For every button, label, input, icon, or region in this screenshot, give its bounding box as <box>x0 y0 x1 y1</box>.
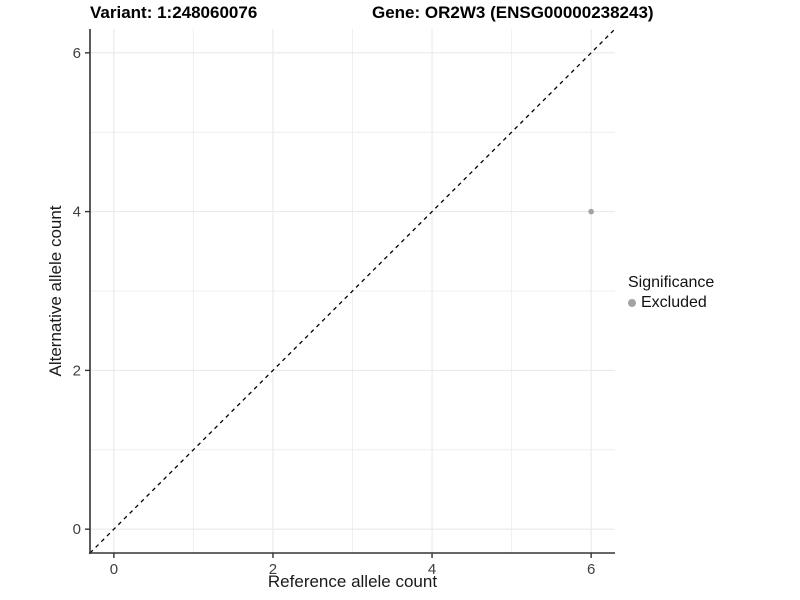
tick-label-x-4: 4 <box>428 561 436 578</box>
tick-label-y-2: 2 <box>73 362 81 379</box>
tick-label-x-0: 0 <box>110 561 118 578</box>
tick-label-x-2: 2 <box>269 561 277 578</box>
tick-label-y-6: 6 <box>73 45 81 62</box>
legend-title: Significance <box>628 274 715 291</box>
tick-label-y-4: 4 <box>73 204 81 221</box>
legend-marker-excluded-icon <box>628 299 636 307</box>
plot-title-gene: Gene: OR2W3 (ENSG00000238243) <box>372 3 654 22</box>
data-point-excluded-0 <box>588 208 594 215</box>
x-axis-title: Reference allele count <box>268 572 437 591</box>
legend-entry-label: Excluded <box>641 294 707 311</box>
tick-label-x-6: 6 <box>587 561 595 578</box>
legend-significance: Significance Excluded <box>628 274 714 312</box>
y-axis-title: Alternative allele count <box>46 205 65 376</box>
plot-title-variant: Variant: 1:248060076 <box>90 3 258 22</box>
tick-label-y-0: 0 <box>73 521 81 538</box>
legend-entry-excluded: Excluded <box>628 294 714 312</box>
identity-line <box>89 28 616 554</box>
